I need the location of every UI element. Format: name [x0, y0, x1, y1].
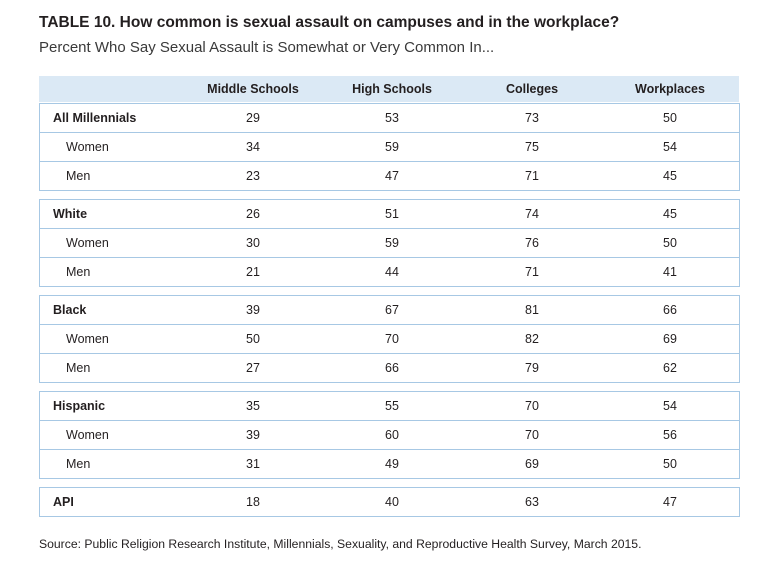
row-label: Women: [66, 236, 109, 250]
row-divider: [39, 257, 740, 258]
table-cell: 71: [525, 265, 539, 279]
row-label: Men: [66, 361, 91, 375]
table-cell: 39: [246, 428, 260, 442]
table-cell: 27: [246, 361, 260, 375]
table-cell: 70: [525, 399, 539, 413]
header-band: [39, 76, 739, 102]
column-header-workplaces: Workplaces: [635, 82, 705, 96]
table-cell: 23: [246, 169, 260, 183]
column-header-high-schools: High Schools: [352, 82, 432, 96]
table-cell: 73: [525, 111, 539, 125]
table-cell: 45: [663, 169, 677, 183]
table-cell: 49: [385, 457, 399, 471]
table-cell: 50: [663, 236, 677, 250]
row-label: Women: [66, 428, 109, 442]
row-group-3: [39, 391, 740, 479]
row-label: Men: [66, 457, 91, 471]
table-cell: 47: [663, 495, 677, 509]
table-cell: 79: [525, 361, 539, 375]
table-cell: 41: [663, 265, 677, 279]
table-cell: 66: [663, 303, 677, 317]
row-label: Black: [53, 303, 87, 317]
table-cell: 82: [525, 332, 539, 346]
column-header-middle-schools: Middle Schools: [207, 82, 299, 96]
table-cell: 59: [385, 236, 399, 250]
table-cell: 59: [385, 140, 399, 154]
table-cell: 45: [663, 207, 677, 221]
row-label: API: [53, 495, 74, 509]
table-cell: 81: [525, 303, 539, 317]
table-cell: 67: [385, 303, 399, 317]
table-cell: 69: [525, 457, 539, 471]
table-cell: 21: [246, 265, 260, 279]
table-cell: 54: [663, 140, 677, 154]
row-label: All Millennials: [53, 111, 137, 125]
table-cell: 35: [246, 399, 260, 413]
column-header-colleges: Colleges: [505, 82, 559, 96]
table-title: TABLE 10. How common is sexual assault o…: [39, 14, 620, 31]
row-group-0: [39, 103, 740, 191]
table-cell: 50: [663, 111, 677, 125]
table-cell: 30: [246, 236, 260, 250]
table-cell: 51: [385, 207, 399, 221]
row-label: Women: [66, 140, 109, 154]
row-label: Women: [66, 332, 109, 346]
row-group-1: [39, 199, 740, 287]
table-cell: 60: [385, 428, 399, 442]
row-group-2: [39, 295, 740, 383]
table-cell: 74: [525, 207, 539, 221]
table-cell: 56: [663, 428, 677, 442]
table-cell: 40: [385, 495, 399, 509]
table-cell: 75: [525, 140, 539, 154]
row-label: Men: [66, 265, 91, 279]
table-cell: 31: [246, 457, 260, 471]
table-cell: 47: [385, 169, 399, 183]
row-divider: [39, 324, 740, 325]
table-cell: 69: [663, 332, 677, 346]
row-label: White: [53, 207, 88, 221]
table-cell: 54: [663, 399, 677, 413]
table-cell: 63: [525, 495, 539, 509]
row-divider: [39, 449, 740, 450]
row-divider: [39, 420, 740, 421]
table-cell: 34: [246, 140, 260, 154]
table-cell: 70: [385, 332, 399, 346]
table-cell: 44: [385, 265, 399, 279]
row-divider: [39, 132, 740, 133]
table-cell: 50: [663, 457, 677, 471]
row-divider: [39, 228, 740, 229]
table-cell: 55: [385, 399, 399, 413]
row-label: Hispanic: [53, 399, 106, 413]
table-cell: 71: [525, 169, 539, 183]
table-cell: 62: [663, 361, 677, 375]
table-cell: 39: [246, 303, 260, 317]
table-subtitle: Percent Who Say Sexual Assault is Somewh…: [39, 39, 495, 56]
table-cell: 53: [385, 111, 399, 125]
table-cell: 26: [246, 207, 260, 221]
row-divider: [39, 353, 740, 354]
table-cell: 76: [525, 236, 539, 250]
row-group-4: [39, 487, 740, 517]
table-cell: 66: [385, 361, 399, 375]
table-cell: 18: [246, 495, 260, 509]
table-cell: 70: [525, 428, 539, 442]
source-note: Source: Public Religion Research Institu…: [39, 537, 642, 551]
row-label: Men: [66, 169, 91, 183]
row-divider: [39, 161, 740, 162]
table-cell: 29: [246, 111, 260, 125]
table-cell: 50: [246, 332, 260, 346]
